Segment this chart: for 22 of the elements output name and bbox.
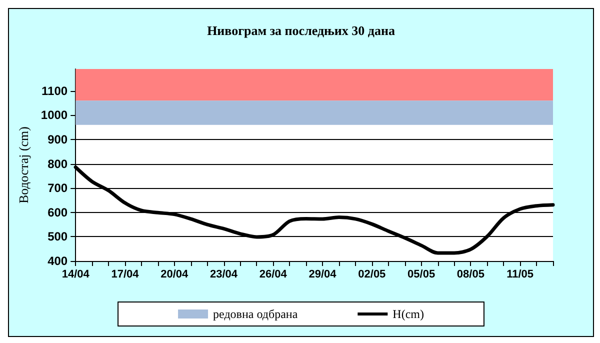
x-tick-label: 08/05 xyxy=(456,268,484,280)
y-tick-label: 600 xyxy=(48,205,68,220)
y-axis-title: Водостај (cm) xyxy=(16,126,31,204)
x-tick-label: 05/05 xyxy=(408,268,436,280)
legend-label: H(cm) xyxy=(392,307,424,321)
legend-label: редовна одбрана xyxy=(213,307,298,321)
y-tick-label: 700 xyxy=(48,181,68,196)
x-tick-label: 17/04 xyxy=(111,268,140,280)
x-tick-label: 23/04 xyxy=(210,268,238,280)
x-tick-label: 14/04 xyxy=(62,268,90,280)
y-tick-label: 1100 xyxy=(42,84,68,98)
y-tick-label: 900 xyxy=(48,132,68,146)
x-tick-label: 20/04 xyxy=(160,268,190,280)
chart-title: Нивограм за последњих 30 дана xyxy=(207,23,396,38)
x-tick-label: 11/05 xyxy=(506,268,534,280)
y-tick-label: 400 xyxy=(48,254,68,268)
x-tick-label: 26/04 xyxy=(259,268,288,280)
y-tick-label: 800 xyxy=(48,156,68,171)
x-tick-label: 29/04 xyxy=(308,268,338,280)
y-tick-label: 1000 xyxy=(40,108,68,122)
x-tick-label: 02/05 xyxy=(358,268,386,280)
y-tick-label: 500 xyxy=(48,230,68,244)
